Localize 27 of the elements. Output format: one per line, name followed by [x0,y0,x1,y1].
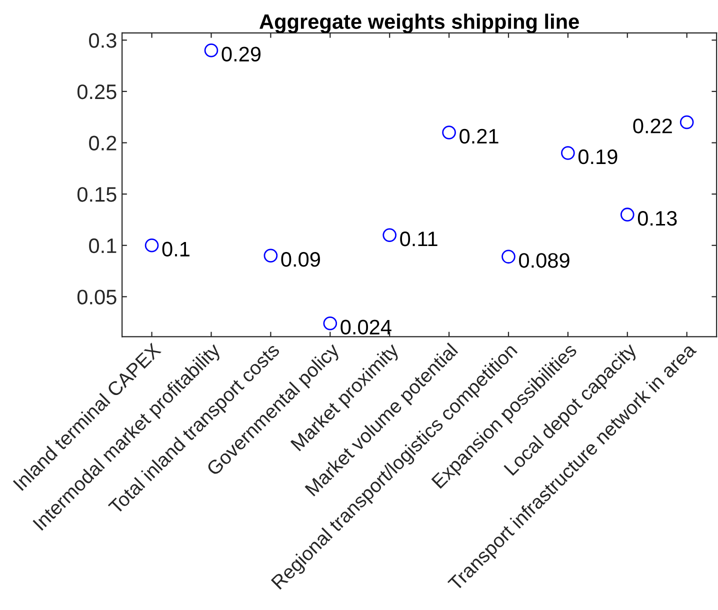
y-tick-label: 0.25 [77,84,116,100]
y-tick-label: 0.05 [77,290,116,304]
point [323,316,338,330]
data-label: 0.09 [281,252,320,267]
y-tick-label: 0.2 [89,136,116,151]
data-label: 0.13 [638,210,677,226]
point [442,126,456,140]
y-tick-label: 0.15 [77,187,116,202]
chart-title: Aggregate weights shipping line [260,14,579,34]
point [144,238,159,252]
y-tick-label: 0.1 [89,238,116,254]
data-label: 0.089 [519,253,570,268]
data-label: 0.1 [162,242,190,257]
point [680,115,694,130]
data-label: 0.19 [578,149,618,164]
data-label: 0.11 [400,232,438,246]
data-label: 0.21 [460,128,498,144]
point [620,208,634,222]
point [502,250,516,264]
point [204,43,218,58]
data-label: 0.29 [222,46,261,62]
point [264,248,278,263]
point [561,146,575,160]
point [382,228,396,242]
y-tick-label: 0.3 [89,33,116,48]
data-label: 0.22 [633,118,672,134]
data-label: 0.024 [340,320,392,335]
